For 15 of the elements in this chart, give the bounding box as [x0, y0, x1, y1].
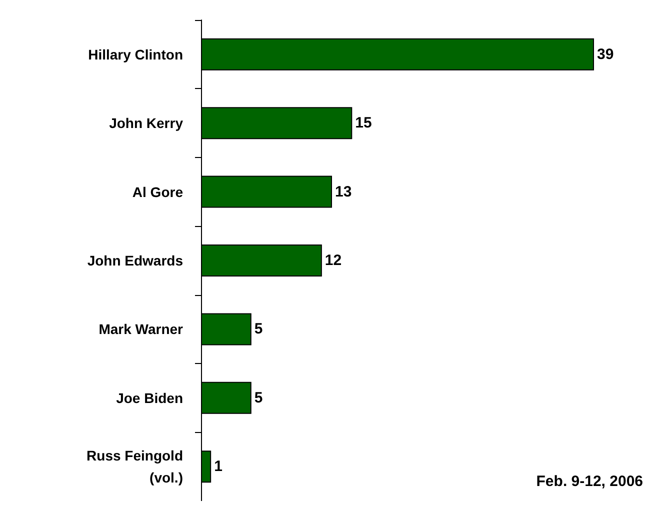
data-label: 12: [324, 252, 342, 269]
y-tick-label: John Edwards: [87, 252, 184, 268]
y-tick-label: John Kerry: [109, 115, 184, 132]
y-tick-label: Russ Feingold (vol.): [86, 448, 183, 486]
y-tick-label: Mark Warner: [98, 321, 184, 338]
y-tick-label: Al Gore: [132, 184, 184, 200]
data-label: 5: [254, 320, 263, 338]
data-label: 39: [597, 46, 614, 63]
annotation: Feb. 9-12, 2006: [536, 473, 644, 490]
data-label: 15: [355, 114, 372, 132]
data-label: 5: [254, 389, 263, 406]
y-tick-label: Hillary Clinton: [88, 46, 183, 62]
y-tick-label: Joe Biden: [116, 390, 183, 406]
data-label: 1: [214, 458, 222, 476]
data-label: 13: [335, 183, 352, 200]
